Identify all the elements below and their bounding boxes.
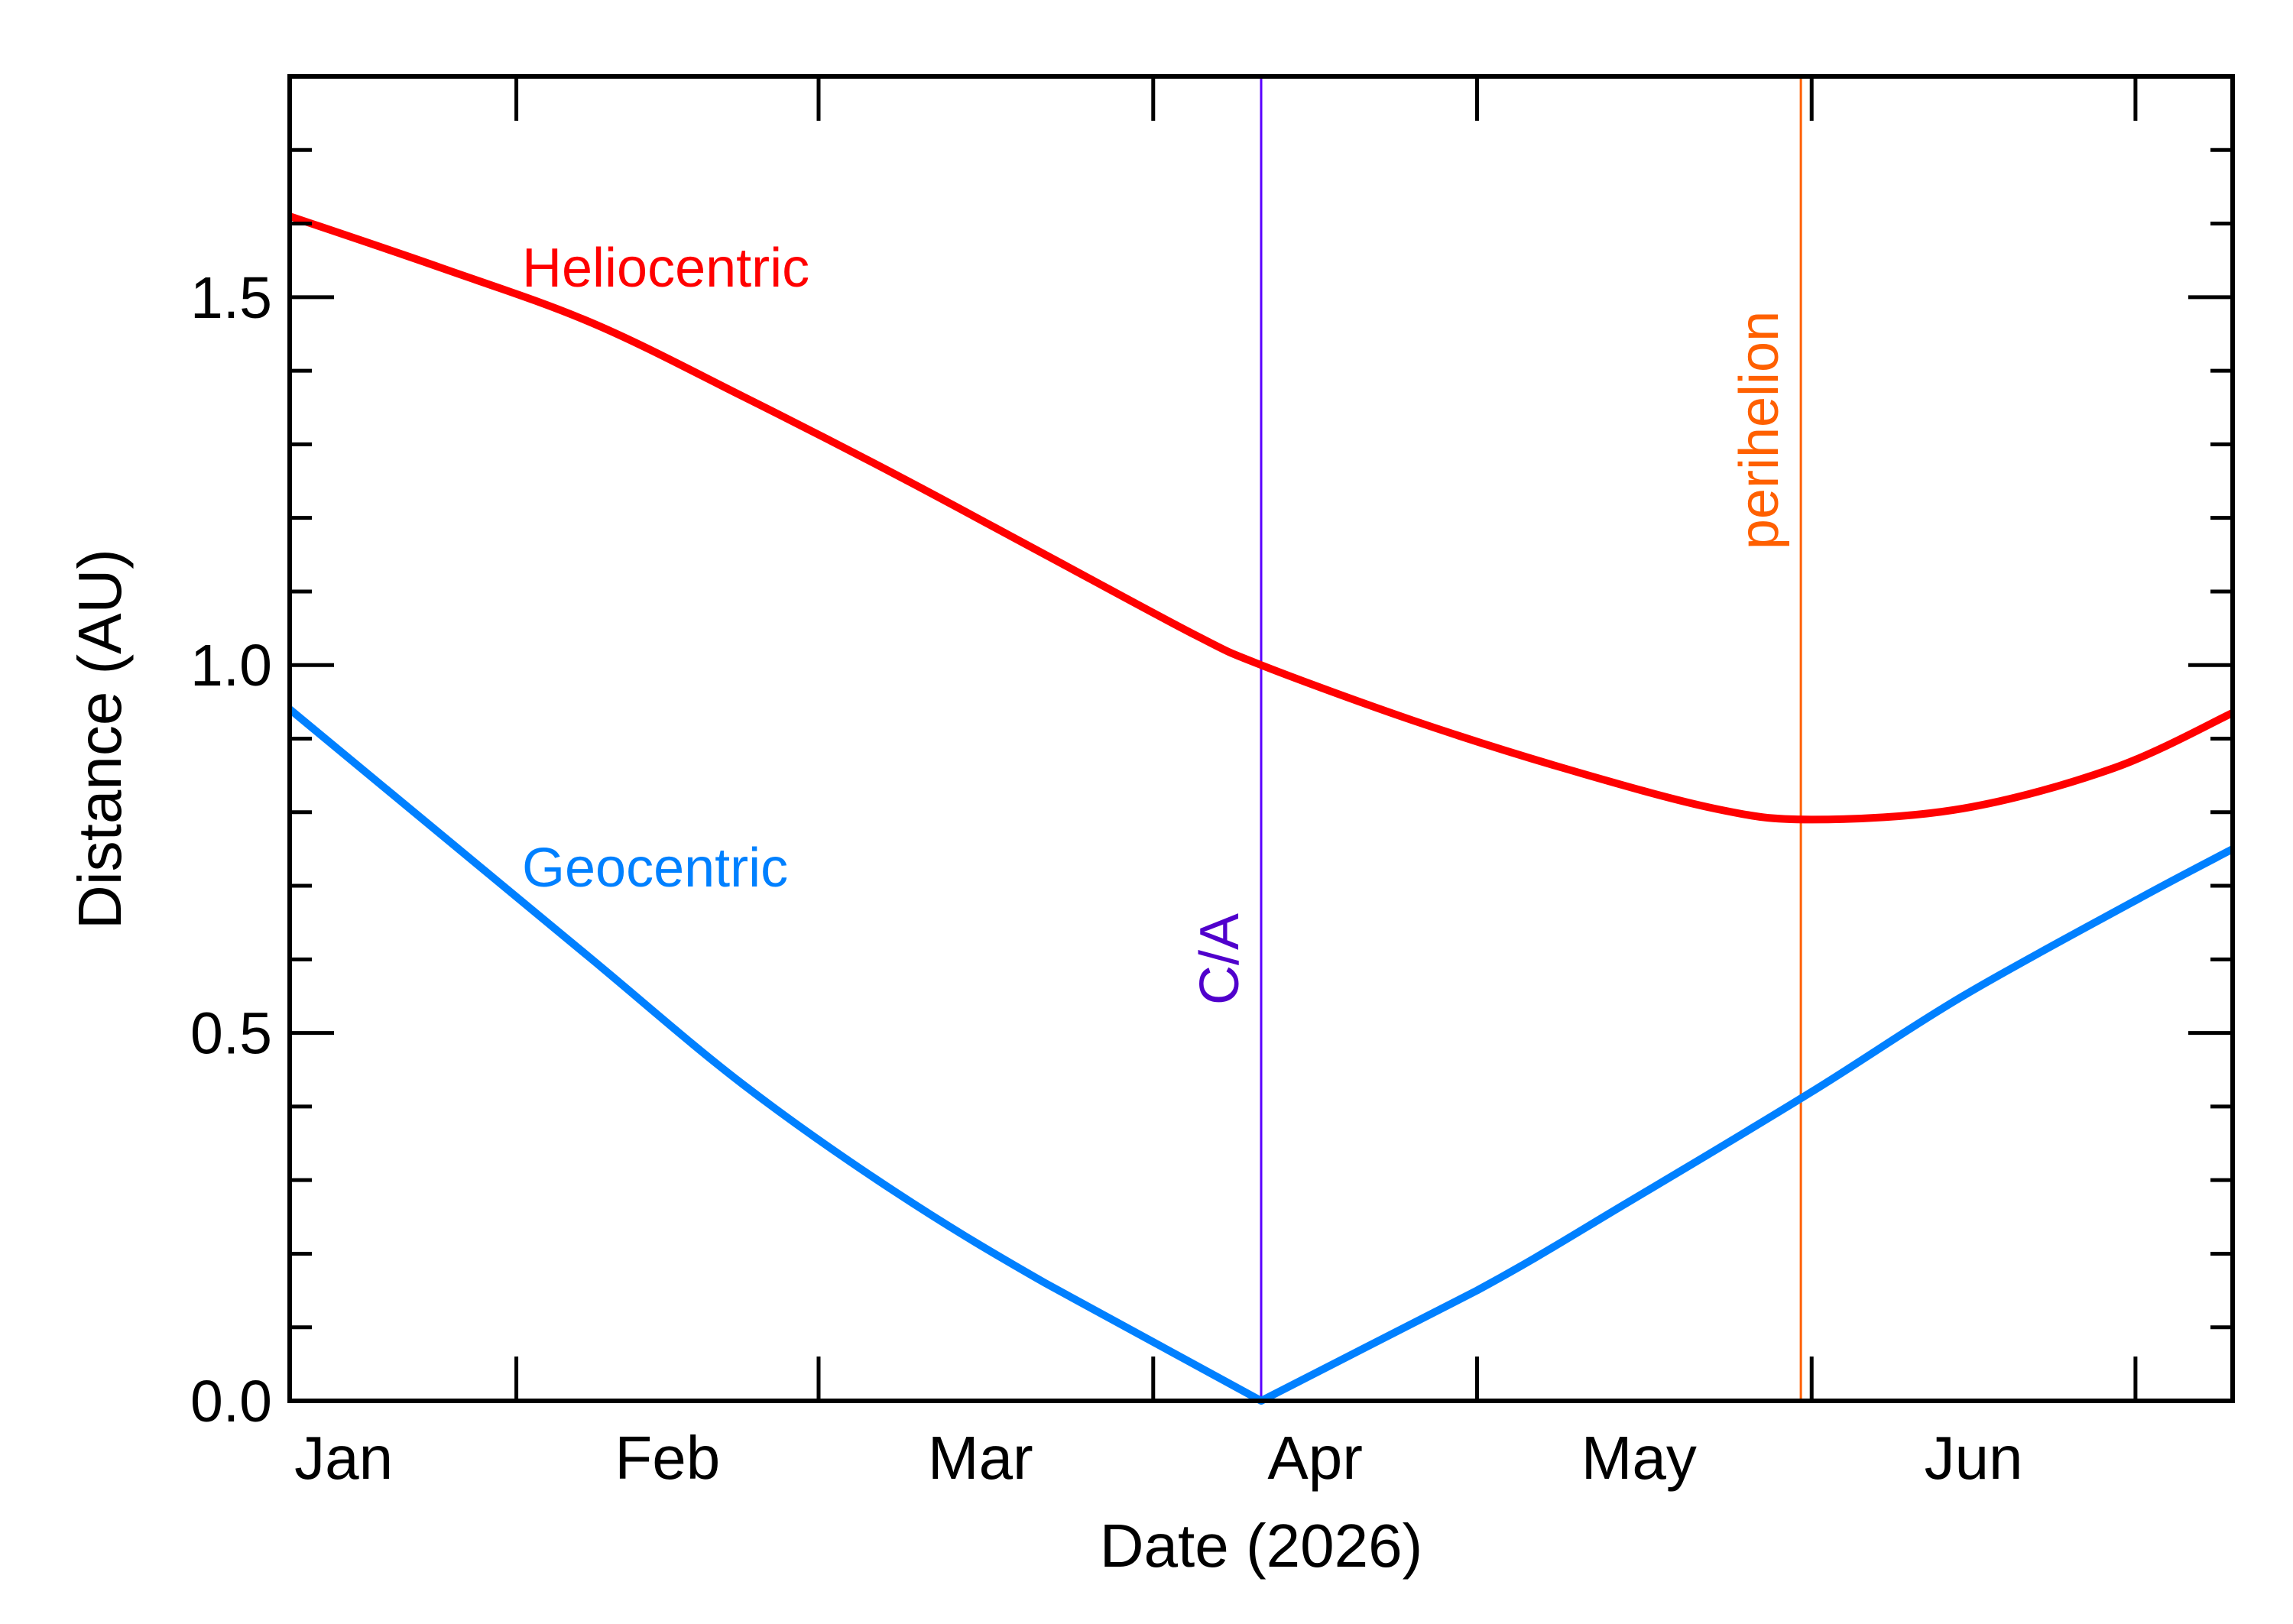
plot-frame [287,74,2235,1403]
x-tick-label: Apr [1267,1424,1363,1492]
y-tick-label: 0.5 [190,1001,272,1067]
y-tick-label: 1.0 [190,633,272,699]
series-label-heliocentric: Heliocentric [522,238,809,299]
y-tick-label: 1.5 [190,265,272,331]
series-heliocentric-line [288,212,2235,824]
annotation-label-1: perihelion [1729,311,1790,549]
x-tick-label: Jun [1925,1424,2023,1492]
x-tick-label: May [1581,1424,1697,1492]
series-geocentric-line [287,706,2235,1405]
y-tick-label: 0.0 [190,1369,272,1434]
series-label-geocentric: Geocentric [522,838,788,899]
x-tick-label: Feb [615,1424,720,1492]
x-tick-label: Mar [928,1424,1033,1492]
annotation-label-0: C/A [1189,913,1250,1005]
y-axis-label: Distance (AU) [66,549,134,929]
x-axis-label: Date (2026) [1100,1512,1422,1580]
x-tick-label: Jan [294,1424,393,1492]
